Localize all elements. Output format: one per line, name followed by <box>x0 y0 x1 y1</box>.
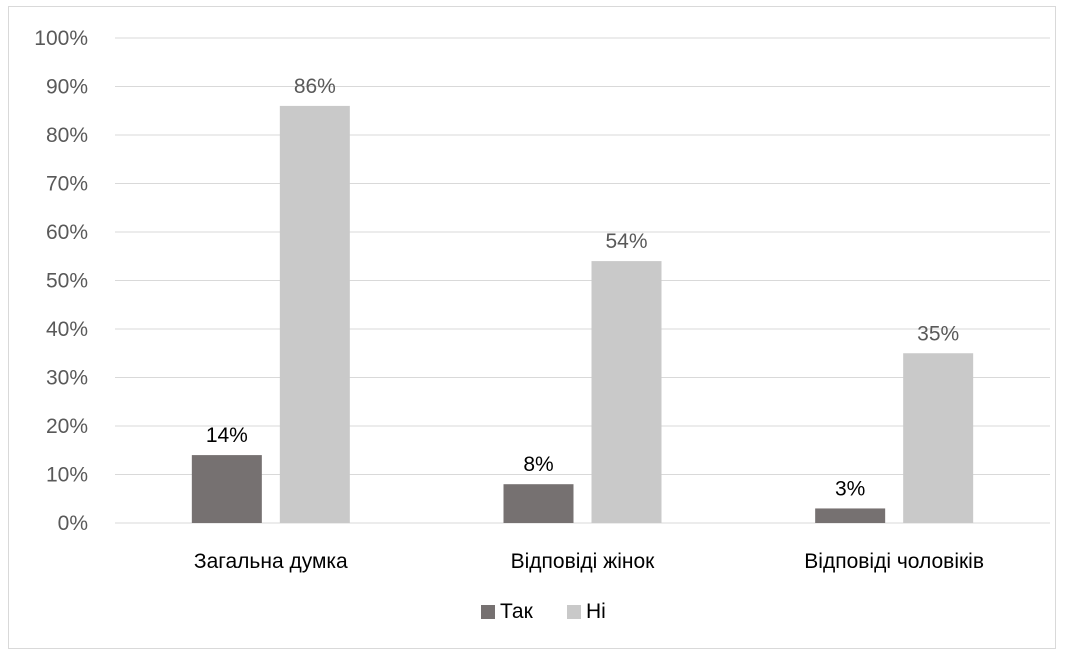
y-tick-label: 40% <box>46 318 88 341</box>
data-label: 54% <box>605 230 647 253</box>
legend-label: Так <box>500 600 534 623</box>
data-label: 86% <box>294 75 336 98</box>
data-label: 3% <box>835 477 865 500</box>
y-tick-label: 10% <box>46 464 88 487</box>
legend-swatch <box>481 605 495 619</box>
bar-ni <box>591 261 662 523</box>
x-category-label: Відповіді чоловіків <box>804 550 984 573</box>
y-tick-label: 70% <box>46 173 88 196</box>
y-tick-label: 100% <box>34 27 88 50</box>
data-label: 35% <box>917 322 959 345</box>
y-tick-label: 0% <box>58 512 88 535</box>
bar-tak <box>815 508 886 523</box>
y-tick-label: 20% <box>46 415 88 438</box>
bar-tak <box>503 484 574 523</box>
bar-tak <box>191 455 262 523</box>
data-label: 14% <box>206 424 248 447</box>
legend-label: Ні <box>586 600 606 623</box>
y-tick-label: 90% <box>46 76 88 99</box>
x-category-label: Загальна думка <box>194 550 348 573</box>
legend-swatch <box>567 605 581 619</box>
y-tick-label: 60% <box>46 221 88 244</box>
y-tick-label: 50% <box>46 270 88 293</box>
chart-frame <box>8 6 1056 649</box>
x-category-label: Відповіді жінок <box>511 550 656 573</box>
y-tick-label: 80% <box>46 124 88 147</box>
bar-ni <box>903 353 974 523</box>
data-label: 8% <box>523 453 553 476</box>
y-tick-label: 30% <box>46 367 88 390</box>
bar-ni <box>279 105 350 524</box>
